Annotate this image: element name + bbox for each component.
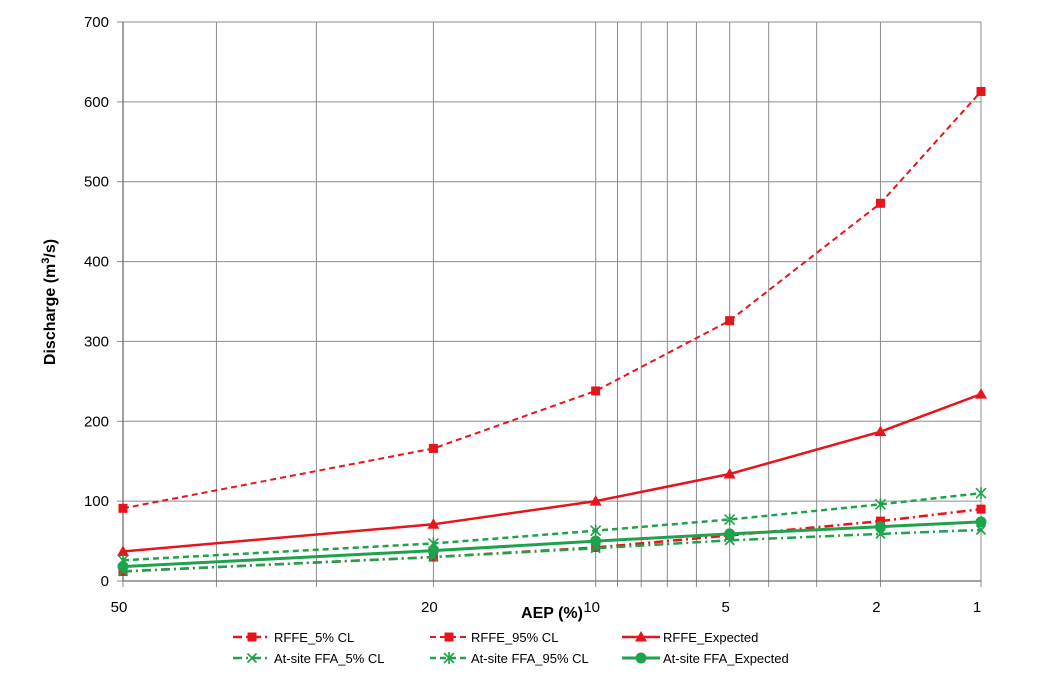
y-tick-label: 300 bbox=[84, 333, 109, 350]
legend-label: At-site FFA_Expected bbox=[663, 651, 789, 666]
data-point-rffe-expected bbox=[427, 518, 440, 529]
data-point-rffe-expected bbox=[723, 467, 736, 479]
x-tick-label: 10 bbox=[583, 599, 600, 616]
y-axis-title-tail: /s) bbox=[42, 239, 59, 258]
y-tick-label: 500 bbox=[84, 174, 109, 191]
legend-label: RFFE_5% CL bbox=[274, 630, 354, 645]
series-line-at-site-ffa-expected bbox=[122, 520, 982, 569]
legend-item-rffe-5-cl: RFFE_5% CL bbox=[233, 630, 354, 645]
x-tick-label: 20 bbox=[421, 599, 438, 616]
data-point-rffe-expected bbox=[589, 495, 602, 506]
legend-item-at-site-ffa-expected: At-site FFA_Expected bbox=[622, 651, 789, 666]
series-line-at-site-ffa-5-cl bbox=[122, 528, 982, 573]
data-point-rffe-95-cl bbox=[428, 443, 438, 453]
data-point-at-site-ffa-expected bbox=[874, 521, 886, 533]
axis-layer: 0 100 200 300 400 500 600 700 50 20 10 5 2 1 bbox=[84, 14, 981, 616]
y-tick-label: 0 bbox=[101, 573, 109, 590]
y-axis-title: Discharge (m3/s) bbox=[40, 239, 59, 365]
data-point-rffe-95-cl bbox=[118, 503, 128, 513]
y-tick-label: 600 bbox=[84, 94, 109, 111]
series-at-site-ffa-5-cl bbox=[117, 524, 987, 577]
legend-swatch-marker bbox=[246, 652, 258, 664]
data-point-rffe-expected bbox=[874, 425, 887, 437]
series-rffe-expected bbox=[117, 388, 987, 556]
y-tick-label: 100 bbox=[84, 493, 109, 510]
data-point-rffe-expected bbox=[117, 545, 129, 556]
data-point-rffe-95-cl bbox=[976, 86, 986, 96]
data-point-at-site-ffa-5-cl bbox=[975, 524, 987, 536]
x-tick-label: 5 bbox=[721, 599, 729, 616]
x-tick-label: 1 bbox=[973, 599, 981, 616]
data-point-rffe-95-cl bbox=[725, 316, 735, 326]
legend-swatch-marker bbox=[635, 631, 647, 642]
x-tick-label: 2 bbox=[872, 599, 880, 616]
x-axis-title: AEP (%) bbox=[521, 605, 583, 622]
legend-label: At-site FFA_5% CL bbox=[274, 651, 385, 666]
series-line-rffe-5-cl bbox=[122, 507, 982, 573]
series-at-site-ffa-expected bbox=[117, 516, 987, 573]
y-tick-label: 200 bbox=[84, 413, 109, 430]
data-point-rffe-5-cl bbox=[875, 516, 885, 526]
data-point-at-site-ffa-expected bbox=[975, 516, 987, 528]
legend-label: RFFE_Expected bbox=[663, 630, 758, 645]
legend-swatch-marker bbox=[443, 652, 455, 664]
series-line-rffe-95-cl bbox=[122, 90, 982, 510]
y-tick-label: 400 bbox=[84, 254, 109, 271]
data-point-rffe-95-cl bbox=[591, 386, 601, 396]
y-axis-title-sup: 3 bbox=[40, 258, 52, 264]
series-at-site-ffa-95-cl bbox=[117, 487, 987, 567]
data-point-at-site-ffa-expected bbox=[724, 528, 736, 540]
data-point-at-site-ffa-95-cl bbox=[975, 487, 987, 500]
series-layer bbox=[117, 86, 987, 577]
legend-label: RFFE_95% CL bbox=[471, 630, 558, 645]
legend-swatch-marker bbox=[635, 652, 647, 664]
series-line-rffe-expected bbox=[122, 392, 982, 553]
data-point-at-site-ffa-expected bbox=[427, 545, 439, 557]
data-point-at-site-ffa-95-cl bbox=[724, 513, 736, 526]
data-point-at-site-ffa-95-cl bbox=[590, 524, 602, 537]
data-point-at-site-ffa-expected bbox=[117, 561, 129, 573]
data-point-rffe-expected bbox=[975, 388, 987, 399]
data-point-rffe-5-cl bbox=[976, 504, 986, 514]
series-rffe-95-cl bbox=[118, 86, 986, 513]
data-point-at-site-ffa-95-cl bbox=[874, 498, 887, 511]
legend-item-rffe-95-cl: RFFE_95% CL bbox=[430, 630, 558, 645]
legend-item-at-site-ffa-95-cl: At-site FFA_95% CL bbox=[430, 651, 589, 666]
grid-layer bbox=[122, 21, 982, 587]
legend-swatch-marker bbox=[247, 632, 257, 642]
series-line-at-site-ffa-95-cl bbox=[122, 491, 982, 562]
legend-label: At-site FFA_95% CL bbox=[471, 651, 589, 666]
label-layer: AEP (%) Discharge (m3/s) bbox=[40, 239, 583, 622]
legend-item-rffe-expected: RFFE_Expected bbox=[622, 630, 758, 645]
data-point-at-site-ffa-expected bbox=[590, 535, 602, 547]
legend-swatch-marker bbox=[444, 632, 454, 642]
y-axis-title-main: Discharge (m bbox=[42, 264, 59, 365]
x-tick-label: 50 bbox=[111, 599, 128, 616]
legend: RFFE_5% CL RFFE_95% CL RFFE_Expected At-sit… bbox=[233, 630, 789, 666]
data-point-rffe-95-cl bbox=[875, 198, 885, 208]
y-tick-label: 700 bbox=[84, 14, 109, 31]
legend-item-at-site-ffa-5-cl: At-site FFA_5% CL bbox=[233, 651, 385, 666]
